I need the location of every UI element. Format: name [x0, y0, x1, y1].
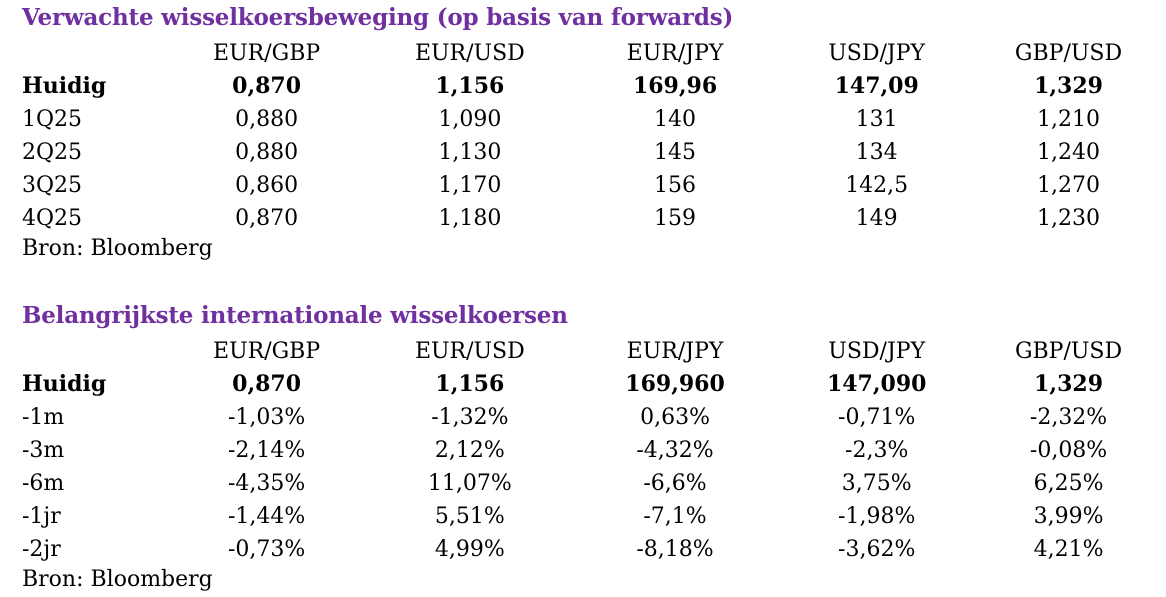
table-cell: -6,6% — [643, 471, 707, 496]
table-cell: 11,07% — [427, 471, 512, 496]
table-cell: 169,960 — [625, 371, 725, 397]
table-cell: -1,98% — [838, 504, 916, 529]
column-header: EUR/GBP — [213, 339, 321, 364]
table-cell: -0,71% — [838, 405, 916, 430]
header-empty-cell — [22, 37, 161, 70]
rates-table: EUR/GBP EUR/USD EUR/JPY USD/JPY GBP/USD … — [22, 335, 1166, 566]
table-cell: 159 — [654, 206, 697, 231]
table-cell: 1,156 — [435, 73, 505, 99]
row-label: 4Q25 — [22, 206, 83, 231]
table-cell: 0,880 — [235, 140, 299, 165]
table-cell: 1,240 — [1037, 140, 1101, 165]
row-label: 3Q25 — [22, 173, 83, 198]
column-header: EUR/JPY — [626, 41, 724, 66]
table-cell: 134 — [855, 140, 898, 165]
rates-title: Belangrijkste internationale wisselkoers… — [22, 302, 568, 329]
table-cell: -2,32% — [1029, 405, 1108, 430]
table-cell: -2,14% — [227, 438, 306, 463]
table-cell: -0,73% — [227, 537, 306, 562]
table-cell: 142,5 — [845, 173, 909, 198]
table-cell: 6,25% — [1033, 471, 1104, 496]
row-label: -3m — [22, 438, 65, 463]
table-cell: -3,62% — [838, 537, 916, 562]
table-cell: 147,090 — [826, 371, 927, 397]
table-cell: -1,03% — [227, 405, 306, 430]
column-header: EUR/USD — [414, 339, 525, 364]
forecast-source: Bron: Bloomberg — [22, 236, 213, 261]
table-cell: 0,860 — [235, 173, 299, 198]
table-cell: -8,18% — [636, 537, 714, 562]
table-row: -3m -2,14% 2,12% -4,32% -2,3% -0,08% — [22, 434, 1166, 467]
table-cell: 4,99% — [434, 537, 505, 562]
table-cell: 145 — [654, 140, 697, 165]
table-cell: 1,156 — [435, 371, 505, 397]
row-label: -6m — [22, 471, 65, 496]
table-cell: 1,230 — [1037, 206, 1101, 231]
forecast-title: Verwachte wisselkoersbeweging (op basis … — [22, 4, 734, 31]
table-cell: 1,180 — [438, 206, 502, 231]
table-cell: -1,44% — [227, 504, 306, 529]
header-empty-cell — [22, 335, 161, 368]
table-cell: 5,51% — [434, 504, 505, 529]
table-cell: 2,12% — [434, 438, 505, 463]
table-cell: 1,170 — [438, 173, 502, 198]
table-row: 3Q25 0,860 1,170 156 142,5 1,270 — [22, 169, 1166, 202]
table-cell: -1,32% — [431, 405, 509, 430]
column-header: USD/JPY — [828, 41, 926, 66]
row-label: -1jr — [22, 504, 61, 529]
table-cell: 147,09 — [834, 73, 919, 99]
table-row: Huidig 0,870 1,156 169,96 147,09 1,329 — [22, 70, 1166, 103]
rates-header-row: EUR/GBP EUR/USD EUR/JPY USD/JPY GBP/USD — [22, 335, 1166, 368]
column-header: USD/JPY — [828, 339, 926, 364]
table-cell: 0,880 — [235, 107, 299, 132]
table-cell: 1,329 — [1034, 371, 1103, 397]
table-cell: 156 — [654, 173, 697, 198]
table-row: -1jr -1,44% 5,51% -7,1% -1,98% 3,99% — [22, 500, 1166, 533]
table-row: 2Q25 0,880 1,130 145 134 1,240 — [22, 136, 1166, 169]
row-label: 2Q25 — [22, 140, 83, 165]
table-cell: 0,870 — [232, 371, 302, 397]
table-cell: -4,32% — [636, 438, 714, 463]
row-label: Huidig — [22, 73, 107, 99]
table-cell: 1,090 — [438, 107, 502, 132]
table-cell: 169,96 — [632, 73, 718, 99]
table-row: -1m -1,03% -1,32% 0,63% -0,71% -2,32% — [22, 401, 1166, 434]
row-label: -1m — [22, 405, 65, 430]
table-cell: 1,210 — [1037, 107, 1101, 132]
column-header: GBP/USD — [1014, 41, 1123, 66]
row-label: 1Q25 — [22, 107, 83, 132]
table-cell: 149 — [855, 206, 898, 231]
table-cell: 0,870 — [232, 73, 302, 99]
table-cell: 1,270 — [1037, 173, 1101, 198]
table-cell: 140 — [654, 107, 697, 132]
table-row: 1Q25 0,880 1,090 140 131 1,210 — [22, 103, 1166, 136]
column-header: EUR/JPY — [626, 339, 724, 364]
table-cell: 1,130 — [438, 140, 502, 165]
table-row: 4Q25 0,870 1,180 159 149 1,230 — [22, 202, 1166, 235]
table-cell: -7,1% — [643, 504, 707, 529]
table-cell: -2,3% — [845, 438, 909, 463]
table-row: Huidig 0,870 1,156 169,960 147,090 1,329 — [22, 368, 1166, 401]
table-cell: 3,75% — [841, 471, 912, 496]
forecast-table: EUR/GBP EUR/USD EUR/JPY USD/JPY GBP/USD … — [22, 37, 1166, 235]
column-header: GBP/USD — [1014, 339, 1123, 364]
table-row: -6m -4,35% 11,07% -6,6% 3,75% 6,25% — [22, 467, 1166, 500]
table-cell: 0,63% — [640, 405, 710, 430]
table-cell: 0,870 — [235, 206, 299, 231]
column-header: EUR/USD — [414, 41, 525, 66]
table-row: -2jr -0,73% 4,99% -8,18% -3,62% 4,21% — [22, 533, 1166, 566]
table-cell: 4,21% — [1033, 537, 1104, 562]
forecast-header-row: EUR/GBP EUR/USD EUR/JPY USD/JPY GBP/USD — [22, 37, 1166, 70]
table-cell: 1,329 — [1034, 73, 1103, 99]
table-cell: 131 — [855, 107, 898, 132]
table-cell: 3,99% — [1033, 504, 1104, 529]
table-cell: -4,35% — [227, 471, 306, 496]
rates-source: Bron: Bloomberg — [22, 567, 213, 592]
row-label: -2jr — [22, 537, 61, 562]
column-header: EUR/GBP — [213, 41, 321, 66]
row-label: Huidig — [22, 371, 107, 397]
table-cell: -0,08% — [1029, 438, 1108, 463]
